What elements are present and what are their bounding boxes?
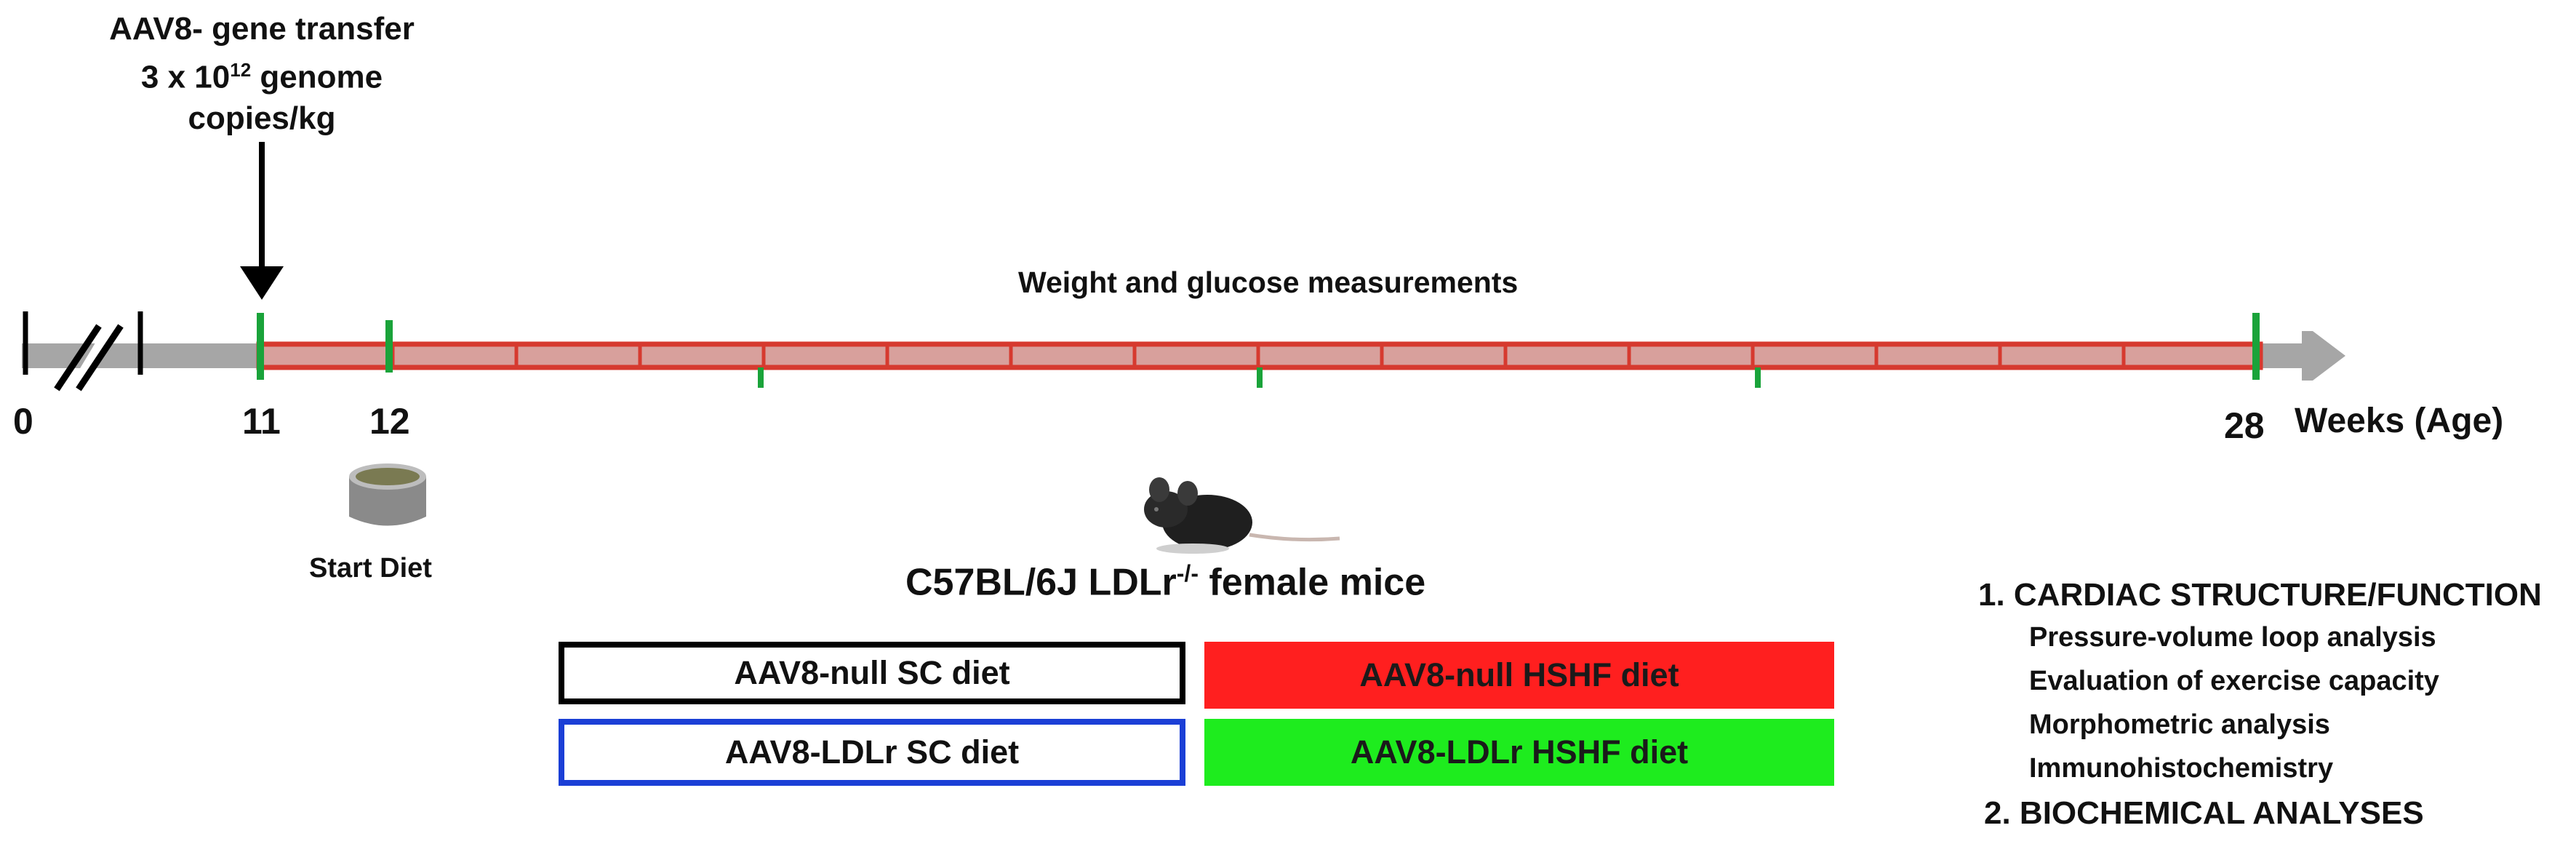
marker-week-11 [257,313,264,380]
timeline-arrowhead [2302,331,2345,381]
strain-name: C57BL/6J LDLr [905,561,1177,604]
axis-break-slash-2 [76,324,124,391]
measurement-label: Weight and glucose measurements [1018,266,1519,299]
strain-sex: female mice [1198,561,1426,604]
group-ldlr-hshf: AAV8-LDLr HSHF diet [1204,719,1834,786]
diet-can-icon [349,463,426,526]
injection-label-line1: AAV8- gene transfer [109,11,415,47]
tick-label-11: 11 [242,401,281,442]
outcome-item: Pressure-volume loop analysis [2029,622,2436,653]
group-null-sc: AAV8-null SC diet [559,642,1185,704]
marker-week-28 [2252,313,2260,380]
injection-label-line2: 3 x 1012 genome [44,49,480,98]
measurement-marker-2 [1257,367,1263,388]
start-diet-label: Start Diet [309,553,432,584]
tick-label-12: 12 [369,401,410,442]
outcomes-list: 1. CARDIAC STRUCTURE/FUNCTION Pressure-v… [1978,575,2542,834]
group-null-hshf: AAV8-null HSHF diet [1204,642,1834,709]
measurement-marker-3 [1755,367,1761,388]
outcome-item: Morphometric analysis [2029,709,2330,740]
outcome-heading-biochemical: 2. BIOCHEMICAL ANALYSES [1984,795,2424,831]
injection-label: AAV8- gene transfer 3 x 1012 genome copi… [44,9,480,139]
outcome-heading-cardiac: 1. CARDIAC STRUCTURE/FUNCTION [1978,577,2542,613]
measurement-marker-1 [758,367,764,388]
group-ldlr-sc: AAV8-LDLr SC diet [559,719,1185,786]
dose-unit: genome [251,59,383,95]
injection-label-line3: copies/kg [188,100,336,136]
outcome-item: Immunohistochemistry [2029,753,2334,784]
tick-label-28: 28 [2224,405,2265,446]
tick-label-0: 0 [13,401,33,442]
strain-label: C57BL/6J LDLr-/- female mice [905,560,1425,604]
dose-exponent: 12 [230,59,252,81]
dose-base: 3 x 10 [140,59,231,95]
mouse-icon [1144,477,1340,554]
marker-week-12 [385,320,393,373]
axis-unit-label: Weeks (Age) [2295,402,2504,440]
outcome-item: Evaluation of exercise capacity [2029,666,2439,696]
injection-arrow-head [240,266,284,300]
strain-genotype: -/- [1176,560,1199,586]
axis-break-slash-1 [54,324,102,391]
